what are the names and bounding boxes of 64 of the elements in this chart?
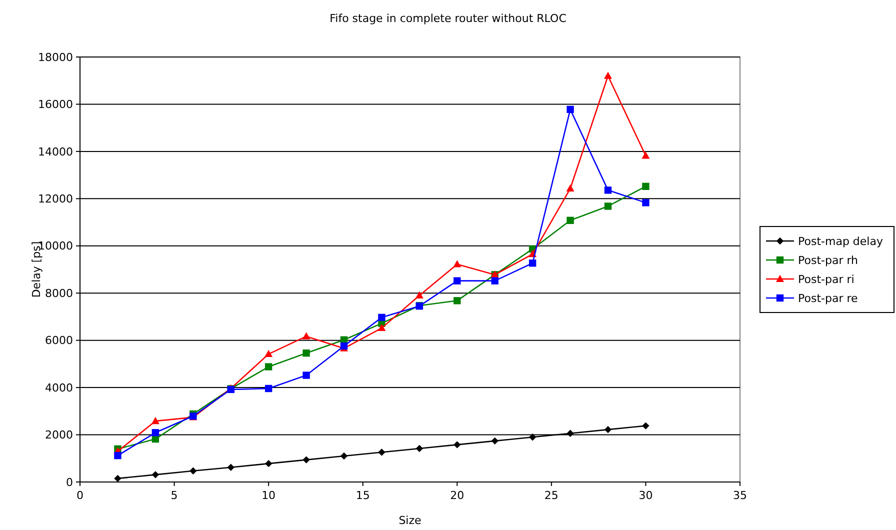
- point: [152, 429, 160, 436]
- y-tick-label: 0: [66, 476, 73, 489]
- point: [491, 277, 498, 284]
- point: [264, 363, 272, 370]
- x-tick-label: 10: [262, 489, 276, 502]
- point: [378, 314, 386, 322]
- point: [454, 441, 461, 448]
- point: [454, 297, 461, 304]
- y-tick-label: 16000: [38, 98, 73, 112]
- point: [114, 474, 122, 482]
- y-tick-label: 8000: [45, 286, 73, 300]
- point: [378, 448, 386, 456]
- point: [302, 349, 310, 357]
- point: [378, 324, 386, 332]
- y-tick-label: 4000: [45, 381, 73, 394]
- point: [604, 186, 612, 194]
- point: [302, 332, 310, 340]
- point: [528, 434, 536, 441]
- legend-label: Post-map delay: [798, 234, 884, 248]
- point: [566, 216, 574, 224]
- point: [264, 384, 272, 392]
- point: [416, 444, 424, 452]
- point: [227, 464, 234, 471]
- point: [528, 260, 536, 267]
- point: [642, 182, 650, 190]
- x-tick-label: 35: [733, 489, 747, 502]
- x-tick-label: 15: [356, 489, 370, 502]
- point: [415, 291, 424, 298]
- point: [454, 277, 461, 284]
- point: [151, 416, 160, 424]
- legend-label: Post-par ri: [798, 272, 854, 286]
- legend-label: Post-par re: [798, 292, 858, 305]
- point: [642, 151, 650, 159]
- y-tick-label: 14000: [38, 145, 73, 158]
- legend-label: Post-par rh: [798, 254, 858, 267]
- point: [642, 422, 650, 430]
- y-tick-label: 12000: [38, 192, 73, 206]
- x-tick-label: 30: [638, 489, 653, 502]
- chart-title: Fifo stage in complete router without RLOC: [330, 12, 567, 25]
- x-tick-label: 25: [544, 489, 558, 502]
- point: [566, 106, 574, 114]
- point: [264, 460, 272, 468]
- point: [152, 471, 160, 478]
- point: [264, 350, 273, 358]
- point: [340, 452, 348, 460]
- point: [642, 199, 650, 206]
- point: [604, 72, 612, 79]
- y-tick-label: 6000: [45, 334, 73, 348]
- x-axis-title: Size: [398, 514, 422, 527]
- y-tick-label: 18000: [38, 50, 73, 64]
- x-tick-label: 20: [450, 489, 464, 502]
- y-tick-label: 2000: [45, 428, 73, 442]
- point: [114, 452, 122, 460]
- point: [604, 426, 612, 434]
- point: [302, 372, 310, 379]
- x-tick-label: 5: [170, 489, 178, 502]
- point: [190, 467, 197, 475]
- point: [566, 184, 574, 192]
- x-tick-label: 0: [76, 489, 84, 502]
- point: [491, 437, 498, 445]
- point: [604, 202, 612, 210]
- point: [302, 456, 310, 464]
- point: [453, 260, 462, 268]
- point: [566, 430, 574, 437]
